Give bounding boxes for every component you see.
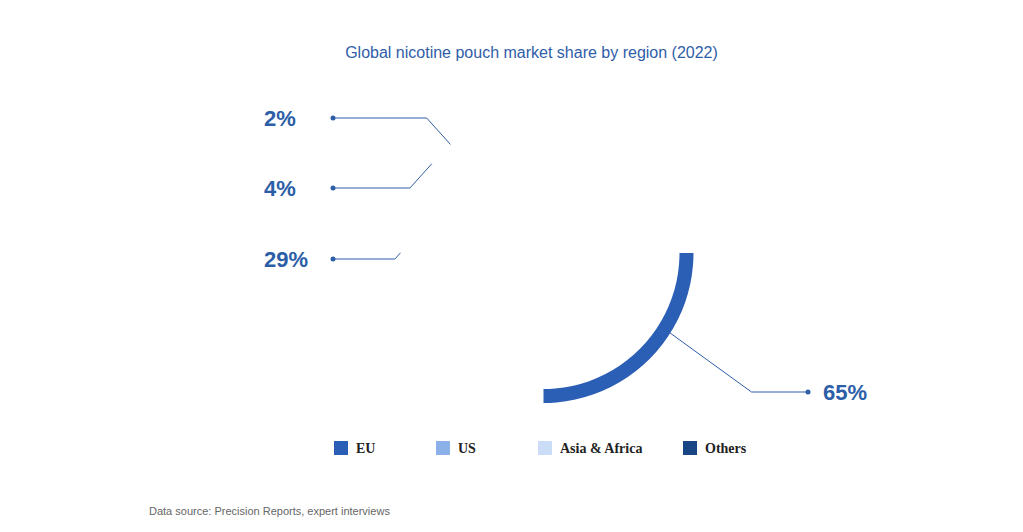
title: Global nicotine pouch market share by re… [345, 44, 718, 61]
legend-swatch [683, 441, 697, 455]
leader-dot [806, 390, 811, 395]
data-label: 65% [823, 380, 867, 405]
data-label: 2% [264, 106, 296, 131]
chart: Global nicotine pouch market share by re… [0, 0, 1023, 532]
legend-label: Asia & Africa [560, 441, 642, 456]
legend-swatch [436, 441, 450, 455]
legend-label: US [458, 441, 476, 456]
legend-swatch [334, 441, 348, 455]
data-label: 29% [264, 247, 308, 272]
slices [544, 253, 694, 403]
leader-line [333, 118, 450, 144]
leader-line [333, 253, 401, 259]
legend: EU US Asia & Africa Others [334, 441, 747, 456]
legend-label: Others [705, 441, 747, 456]
leader-dot [331, 257, 336, 262]
source-note: Data source: Precision Reports, expert i… [149, 505, 390, 517]
data-label: 4% [264, 176, 296, 201]
data-labels: 65% 29% 4% 2% [264, 106, 867, 405]
legend-swatch [538, 441, 552, 455]
leader-line [665, 329, 808, 392]
leader-dot [331, 116, 336, 121]
leader-dot [331, 186, 336, 191]
legend-label: EU [356, 441, 375, 456]
slice [544, 253, 694, 403]
leader-line [333, 164, 432, 188]
